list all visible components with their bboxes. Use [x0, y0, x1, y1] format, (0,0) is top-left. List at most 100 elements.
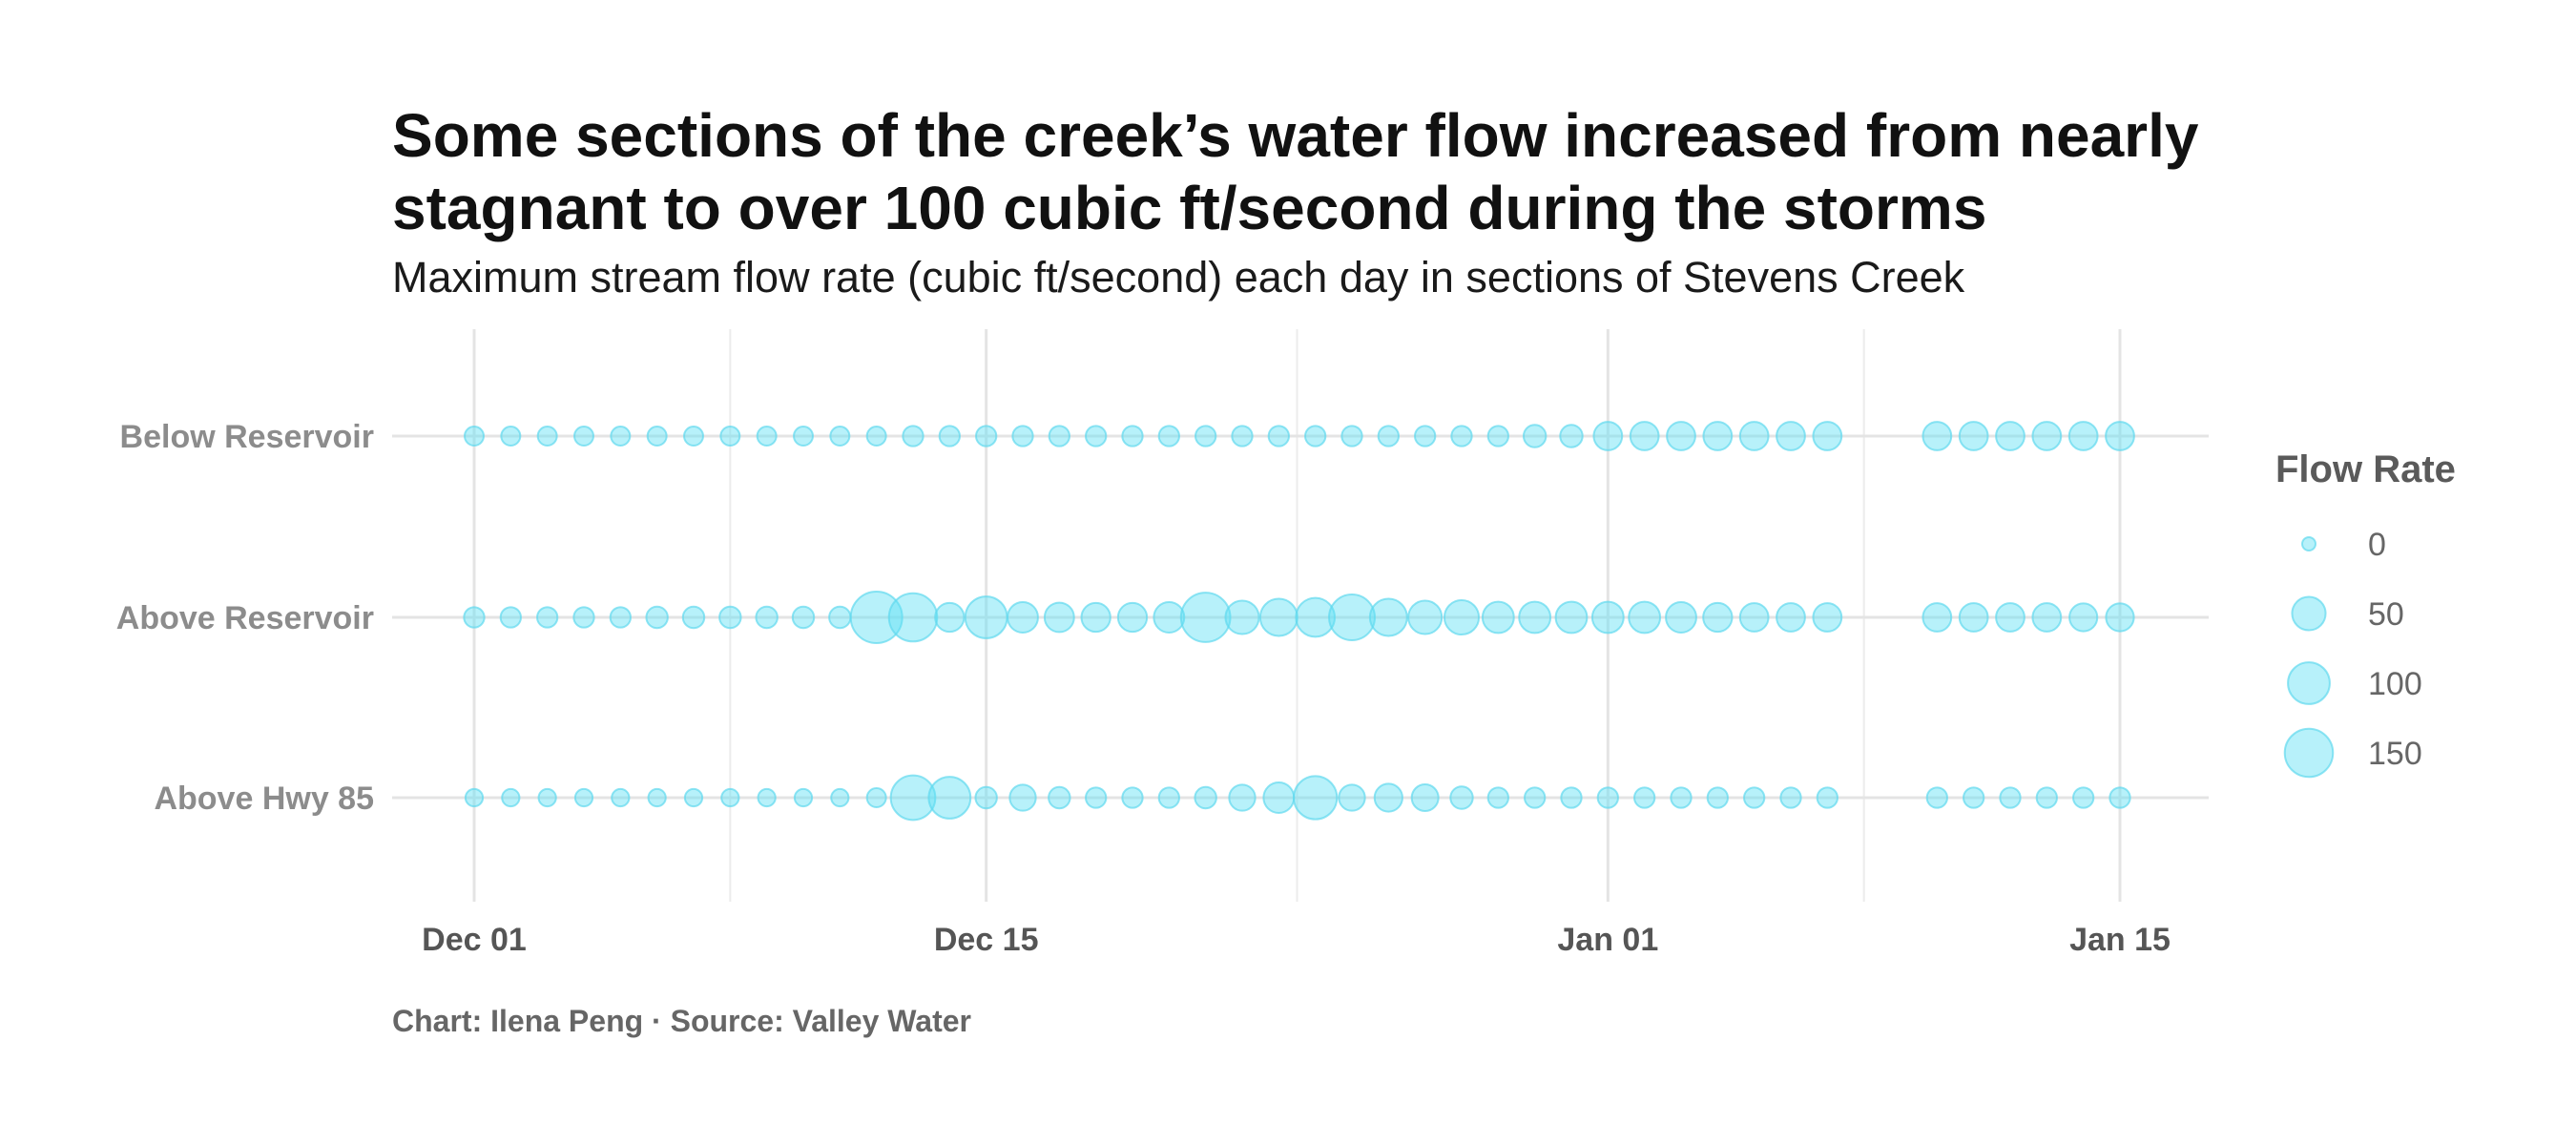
x-tick-label: Dec 15	[934, 922, 1039, 958]
data-point	[609, 606, 632, 629]
data-point	[865, 426, 887, 447]
x-tick-label: Jan 01	[1557, 922, 1658, 958]
data-point	[755, 605, 779, 630]
data-point	[1449, 785, 1474, 810]
axis-layer: Below Reservoir Above Reservoir Above Hwy …	[116, 419, 2171, 958]
data-point	[1228, 783, 1257, 812]
data-point	[683, 426, 704, 447]
data-point	[964, 595, 1008, 639]
data-point	[938, 425, 961, 448]
data-point	[1522, 424, 1548, 448]
data-point	[611, 787, 631, 808]
data-point	[720, 787, 740, 808]
data-point	[1194, 785, 1217, 810]
data-point	[2035, 786, 2058, 809]
data-point	[1293, 775, 1339, 821]
data-point	[1443, 598, 1481, 636]
data-point	[536, 606, 559, 629]
data-point	[1224, 599, 1260, 635]
legend-key-circle	[2283, 727, 2335, 779]
data-point	[1157, 786, 1180, 809]
data-point	[757, 787, 777, 808]
data-point	[464, 426, 485, 447]
size-legend: Flow Rate 0 50 100 150	[2275, 448, 2456, 779]
x-tick-label: Jan 15	[2069, 922, 2171, 958]
legend-title: Flow Rate	[2275, 448, 2456, 490]
data-point	[1157, 425, 1180, 448]
data-point	[1925, 786, 1948, 809]
data-point	[1706, 786, 1729, 809]
legend-key-label: 0	[2368, 527, 2386, 563]
legend-key-circle	[2301, 536, 2316, 552]
data-point	[1008, 783, 1037, 812]
data-point	[1414, 425, 1437, 448]
data-point	[1377, 425, 1400, 448]
data-point	[683, 787, 704, 808]
data-point	[500, 426, 522, 447]
data-point	[1628, 600, 1662, 635]
data-point	[1080, 601, 1111, 634]
data-point	[2109, 786, 2131, 809]
data-point	[1231, 425, 1254, 448]
data-point	[1328, 593, 1376, 641]
y-tick-label: Above Reservoir	[116, 600, 374, 636]
data-point	[645, 605, 669, 630]
data-point	[974, 785, 998, 810]
data-point	[1486, 425, 1509, 448]
data-point	[2072, 786, 2095, 809]
data-point	[793, 787, 814, 808]
data-point	[1559, 424, 1584, 448]
data-point	[1629, 421, 1660, 451]
data-point	[1048, 425, 1070, 448]
data-point	[1816, 786, 1839, 809]
data-point	[1085, 786, 1108, 809]
data-point	[647, 787, 667, 808]
data-point	[1304, 425, 1327, 448]
data-point	[1958, 421, 1989, 451]
data-point	[463, 606, 486, 629]
data-point	[829, 426, 851, 447]
points-layer	[463, 421, 2135, 822]
data-point	[2067, 421, 2099, 451]
data-point	[1179, 592, 1232, 643]
data-point	[1670, 786, 1693, 809]
data-point	[2031, 602, 2063, 633]
data-point	[537, 787, 557, 808]
data-point	[499, 606, 522, 629]
data-point	[573, 787, 594, 808]
data-point	[1121, 425, 1144, 448]
data-point	[1922, 602, 1953, 633]
data-point	[1518, 600, 1552, 635]
data-point	[1995, 602, 2025, 633]
data-point	[1116, 601, 1149, 634]
data-point	[1486, 786, 1509, 809]
y-tick-label: Above Hwy 85	[154, 781, 374, 817]
data-point	[1812, 602, 1843, 633]
data-point	[1043, 601, 1075, 634]
data-point	[464, 787, 485, 808]
data-point	[572, 606, 595, 629]
data-point	[1481, 600, 1515, 635]
chart-title: Some sections of the creek’s water flow …	[392, 101, 2199, 242]
data-point	[719, 426, 741, 447]
data-point	[1665, 601, 1697, 634]
data-point	[2031, 421, 2063, 451]
data-point	[1999, 786, 2022, 809]
data-point	[793, 426, 814, 447]
data-point	[536, 426, 558, 447]
data-point	[1368, 597, 1408, 637]
data-point	[830, 787, 850, 808]
data-point	[1812, 421, 1843, 451]
data-point	[2105, 602, 2135, 633]
y-tick-label: Below Reservoir	[120, 419, 374, 455]
data-point	[1407, 599, 1444, 635]
legend-key-label: 150	[2368, 736, 2422, 772]
data-point	[1267, 425, 1290, 448]
data-point	[1373, 782, 1403, 813]
data-point	[1121, 786, 1144, 809]
data-point	[1011, 425, 1034, 448]
data-point	[1338, 783, 1366, 812]
data-point	[2068, 602, 2099, 633]
data-point	[1776, 421, 1806, 451]
data-point	[1776, 602, 1806, 633]
